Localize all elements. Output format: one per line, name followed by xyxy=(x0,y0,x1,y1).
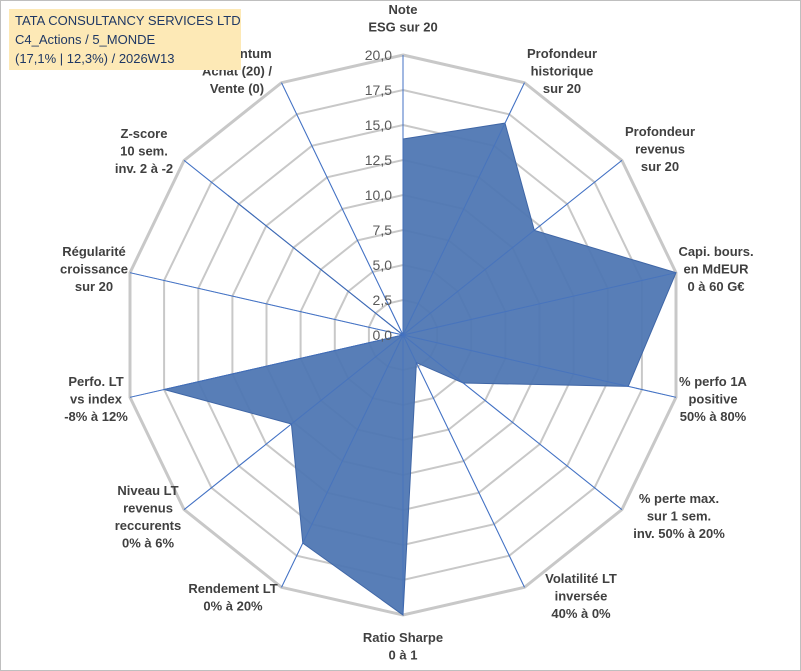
title-box: TATA CONSULTANCY SERVICES LTD C4_Actions… xyxy=(9,9,241,70)
axis-label: Perfo. LT vs index -8% à 12% xyxy=(64,374,128,424)
axis-spoke-overlay xyxy=(183,334,404,510)
axis-spoke-overlay xyxy=(281,82,404,336)
axis-label: Profondeur revenus sur 20 xyxy=(625,124,695,174)
axis-label: Ratio Sharpe 0 à 1 xyxy=(363,630,443,663)
performance-week: (17,1% | 12,3%) / 2026W13 xyxy=(15,51,175,66)
axis-labels: Note ESG sur 20 Profondeur historique sur 20… xyxy=(60,2,754,663)
tick-label: 7,5 xyxy=(373,222,393,238)
radial-tick-labels: 0,0 2,5 5,0 7,5 10,0 12,5 15,0 17,5 20,0 xyxy=(365,47,392,343)
axis-spoke-overlay xyxy=(183,160,404,336)
axis-spoke-overlay xyxy=(402,82,525,336)
tick-label: 20,0 xyxy=(365,47,392,63)
axis-label: Rendement LT 0% à 20% xyxy=(188,581,277,614)
axis-label: % perte max. sur 1 sem. inv. 50% à 20% xyxy=(633,491,725,541)
axis-spoke-overlay xyxy=(402,334,525,588)
axis-spoke-overlay xyxy=(402,160,623,336)
axis-label: Capi. bours. en MdEUR 0 à 60 G€ xyxy=(678,244,753,294)
radar-series xyxy=(129,55,677,616)
tick-label: 2,5 xyxy=(373,292,393,308)
tick-label: 15,0 xyxy=(365,117,392,133)
axis-spoke-overlay xyxy=(402,334,677,398)
company-name: TATA CONSULTANCY SERVICES LTD xyxy=(15,13,241,28)
tick-label: 12,5 xyxy=(365,152,392,168)
axis-spoke-overlay xyxy=(402,334,623,510)
category-path: C4_Actions / 5_MONDE xyxy=(15,32,156,47)
axis-spoke-overlay xyxy=(402,272,677,336)
tick-label: 10,0 xyxy=(365,187,392,203)
tick-label: 5,0 xyxy=(373,257,393,273)
axis-label: Profondeur historique sur 20 xyxy=(527,46,597,96)
tick-label: 17,5 xyxy=(365,82,392,98)
axis-label: % perfo 1A positive 50% à 80% xyxy=(679,374,748,424)
axis-label: Niveau LT revenus reccurents 0% à 6% xyxy=(115,483,181,551)
tick-label: 0,0 xyxy=(373,327,393,343)
axis-label: Volatilité LT inversée 40% à 0% xyxy=(545,571,617,621)
axis-label: Z-score 10 sem. inv. 2 à -2 xyxy=(115,126,173,176)
axis-label: Note ESG sur 20 xyxy=(368,2,437,35)
axis-label: Régularité croissance sur 20 xyxy=(60,244,128,294)
axis-spoke-overlay xyxy=(129,272,404,336)
axis-spoke-overlay xyxy=(129,334,404,398)
axis-spoke-overlay xyxy=(281,334,404,588)
